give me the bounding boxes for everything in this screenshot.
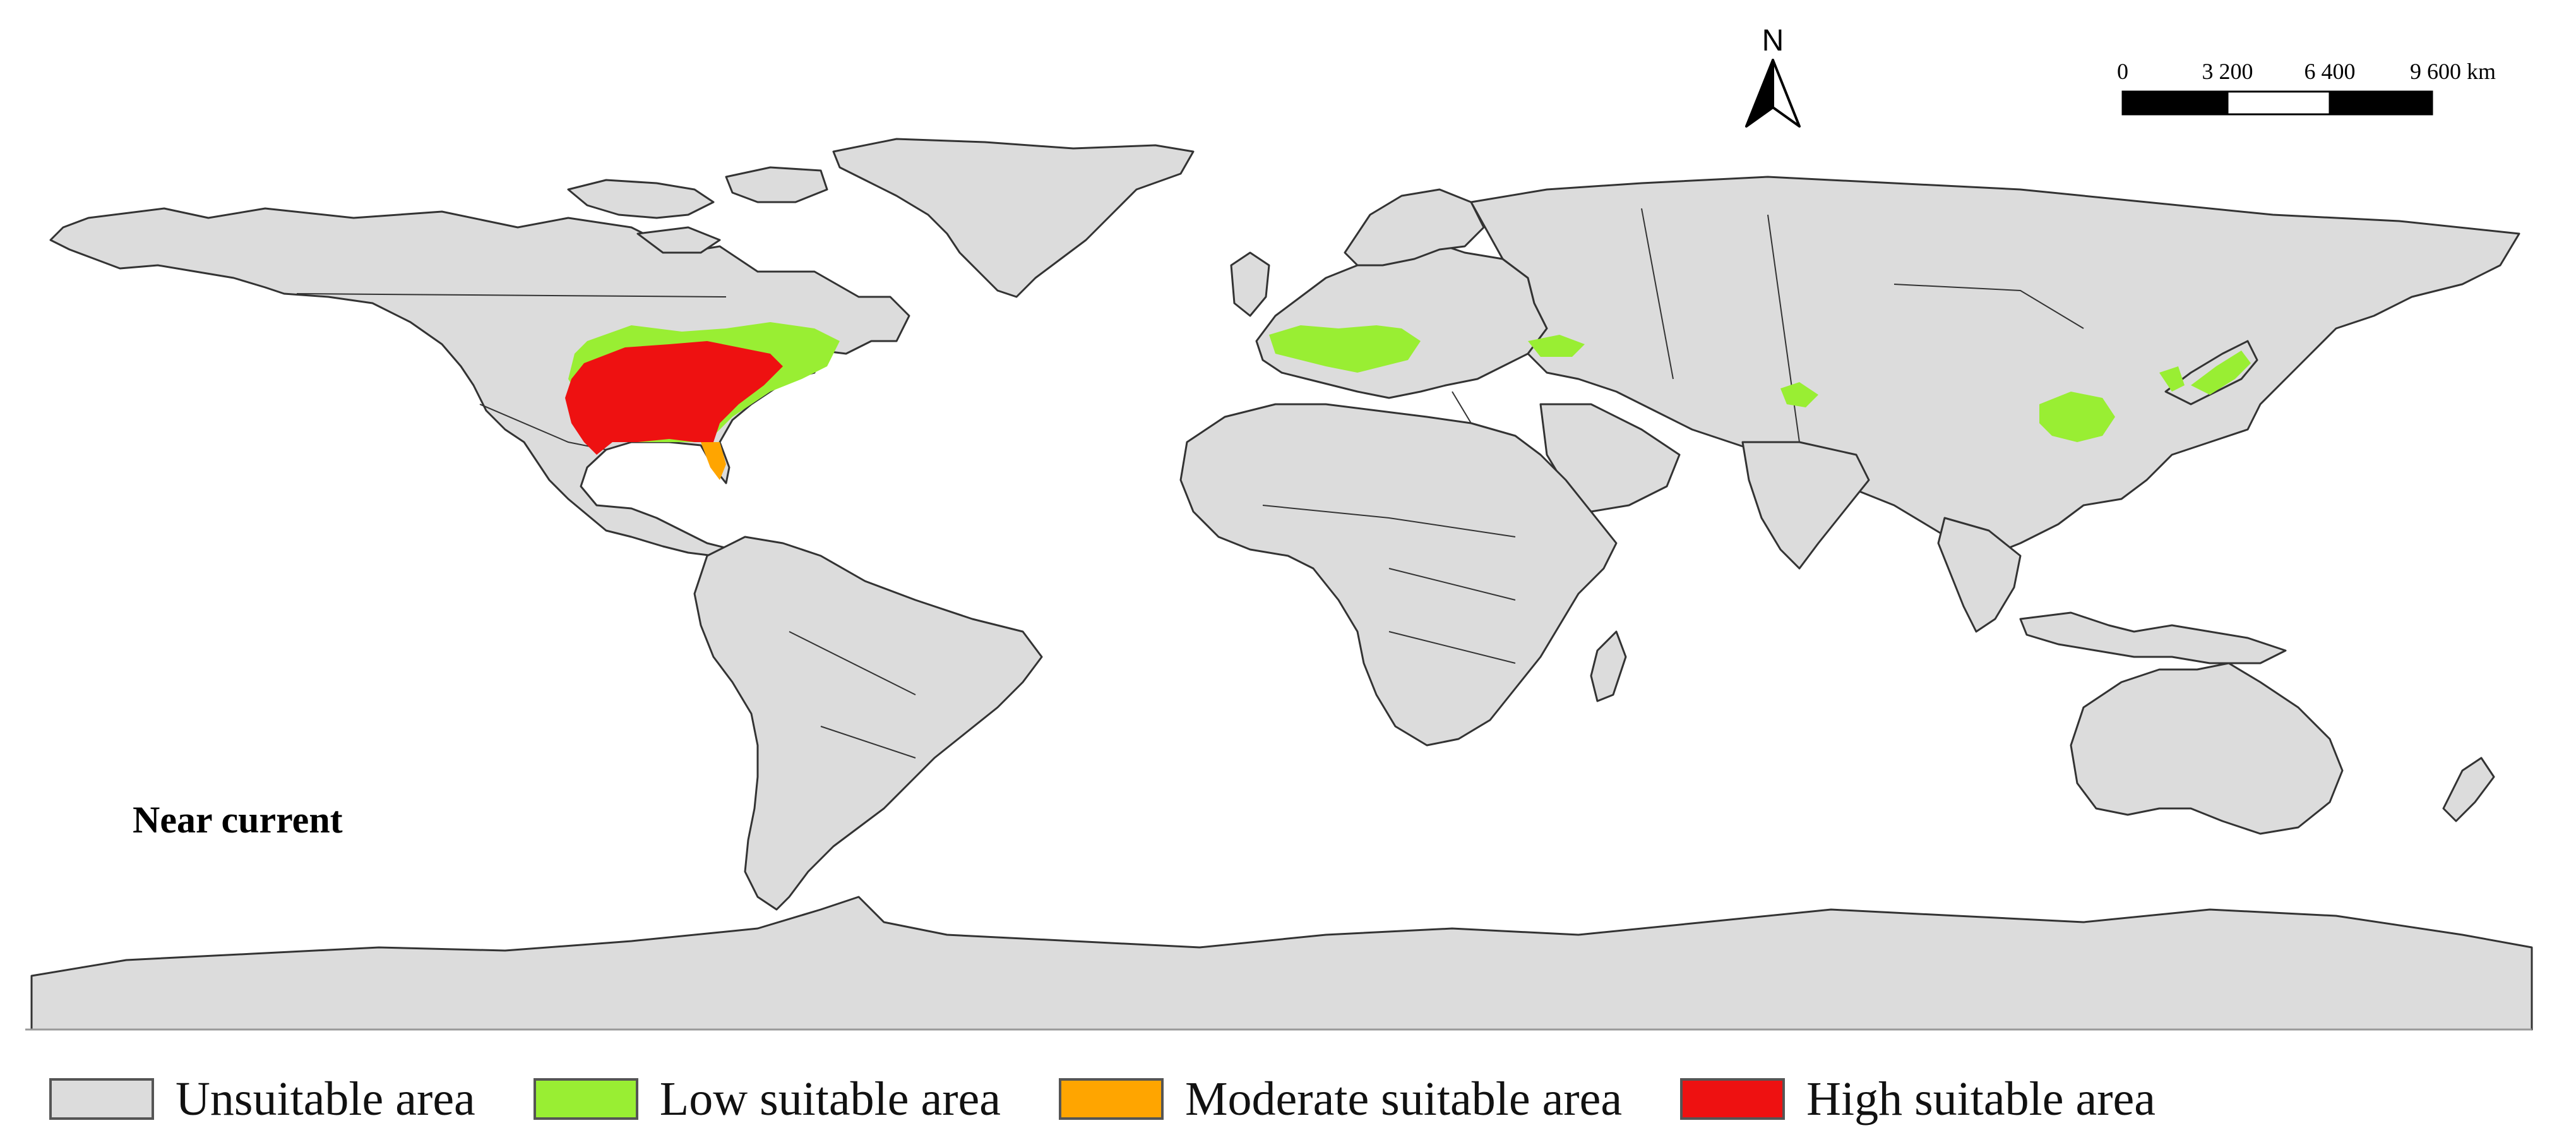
landmass-africa: [1179, 403, 1618, 747]
legend-label-high: High suitable area: [1806, 1072, 2156, 1126]
region-low-europe: [1269, 325, 1585, 373]
world-map: N 0 3 200 6 400 9 600 km Near current: [25, 24, 2533, 1031]
scale-segment-2: [2226, 90, 2331, 116]
legend-item-low: Low suitable area: [533, 1072, 1001, 1127]
legend-swatch-moderate: [1058, 1078, 1164, 1120]
landmass-india: [1741, 441, 1870, 570]
landmass-arctic-islands: [567, 166, 828, 254]
scale-bar: 0 3 200 6 400 9 600 km: [2117, 59, 2496, 116]
scale-tick-1: 3 200: [2202, 59, 2253, 84]
north-arrow: N: [1745, 24, 1801, 128]
legend-swatch-unsuitable: [49, 1078, 154, 1120]
landmass-south-america: [693, 536, 1043, 911]
landmass-british-isles: [1230, 251, 1270, 317]
scale-tick-0: 0: [2117, 59, 2128, 84]
region-low-middle-east: [1780, 382, 1818, 407]
region-high-north-america: [565, 341, 783, 455]
region-low-japan: [2191, 351, 2251, 395]
landmass-asia: [1470, 176, 2520, 557]
scale-tick-2: 6 400: [2305, 59, 2356, 84]
legend-label-low: Low suitable area: [659, 1072, 1001, 1126]
landmasses: [30, 138, 2533, 1031]
legend-item-moderate: Moderate suitable area: [1058, 1072, 1623, 1127]
scale-segment-3: [2329, 90, 2433, 116]
landmass-europe: [1255, 239, 1548, 399]
region-moderate-florida: [701, 442, 726, 480]
landmass-greenland: [832, 138, 1195, 298]
period-label: Near current: [133, 799, 343, 841]
legend-label-unsuitable: Unsuitable area: [176, 1072, 475, 1126]
north-label: N: [1762, 24, 1784, 57]
legend: Unsuitable area Low suitable area Modera…: [49, 1070, 2156, 1128]
landmass-australia: [2070, 662, 2344, 835]
landmass-new-zealand: [2442, 757, 2495, 822]
landmass-north-america: [49, 207, 910, 557]
landmass-scandinavia: [1344, 188, 1485, 267]
region-low-east-asia: [2039, 366, 2185, 442]
north-arrow-icon: [1772, 59, 1801, 128]
legend-item-unsuitable: Unsuitable area: [49, 1072, 475, 1127]
scale-tick-3: 9 600 km: [2410, 59, 2496, 84]
legend-label-moderate: Moderate suitable area: [1184, 1072, 1623, 1126]
legend-swatch-low: [533, 1078, 638, 1120]
legend-item-high: High suitable area: [1680, 1072, 2156, 1127]
landmass-madagascar: [1590, 630, 1627, 702]
landmass-southeast-asia: [1937, 517, 2022, 633]
landmass-indonesia: [2019, 611, 2287, 664]
suitability-overlays: [565, 322, 2251, 480]
landmass-antarctica: [30, 896, 2533, 1031]
scale-segment-1: [2121, 90, 2229, 116]
legend-swatch-high: [1680, 1078, 1786, 1120]
country-borders: [296, 208, 2084, 759]
